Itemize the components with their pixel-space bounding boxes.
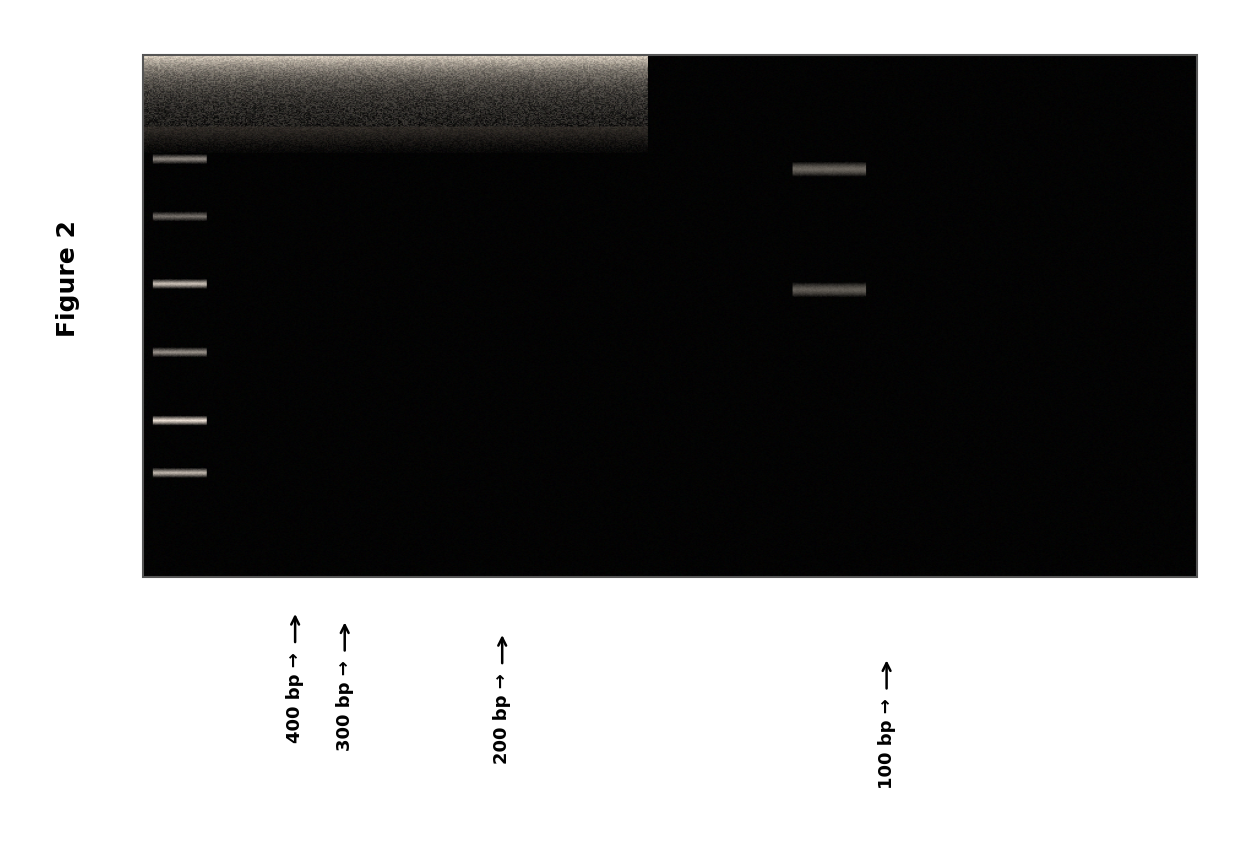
Text: 400 bp →: 400 bp → [286,652,304,743]
Text: 300 bp →: 300 bp → [336,660,353,751]
Text: 100 bp →: 100 bp → [878,698,895,789]
Bar [143,55,1197,577]
Text: Figure 2: Figure 2 [56,220,81,336]
Text: 200 bp →: 200 bp → [494,673,511,764]
